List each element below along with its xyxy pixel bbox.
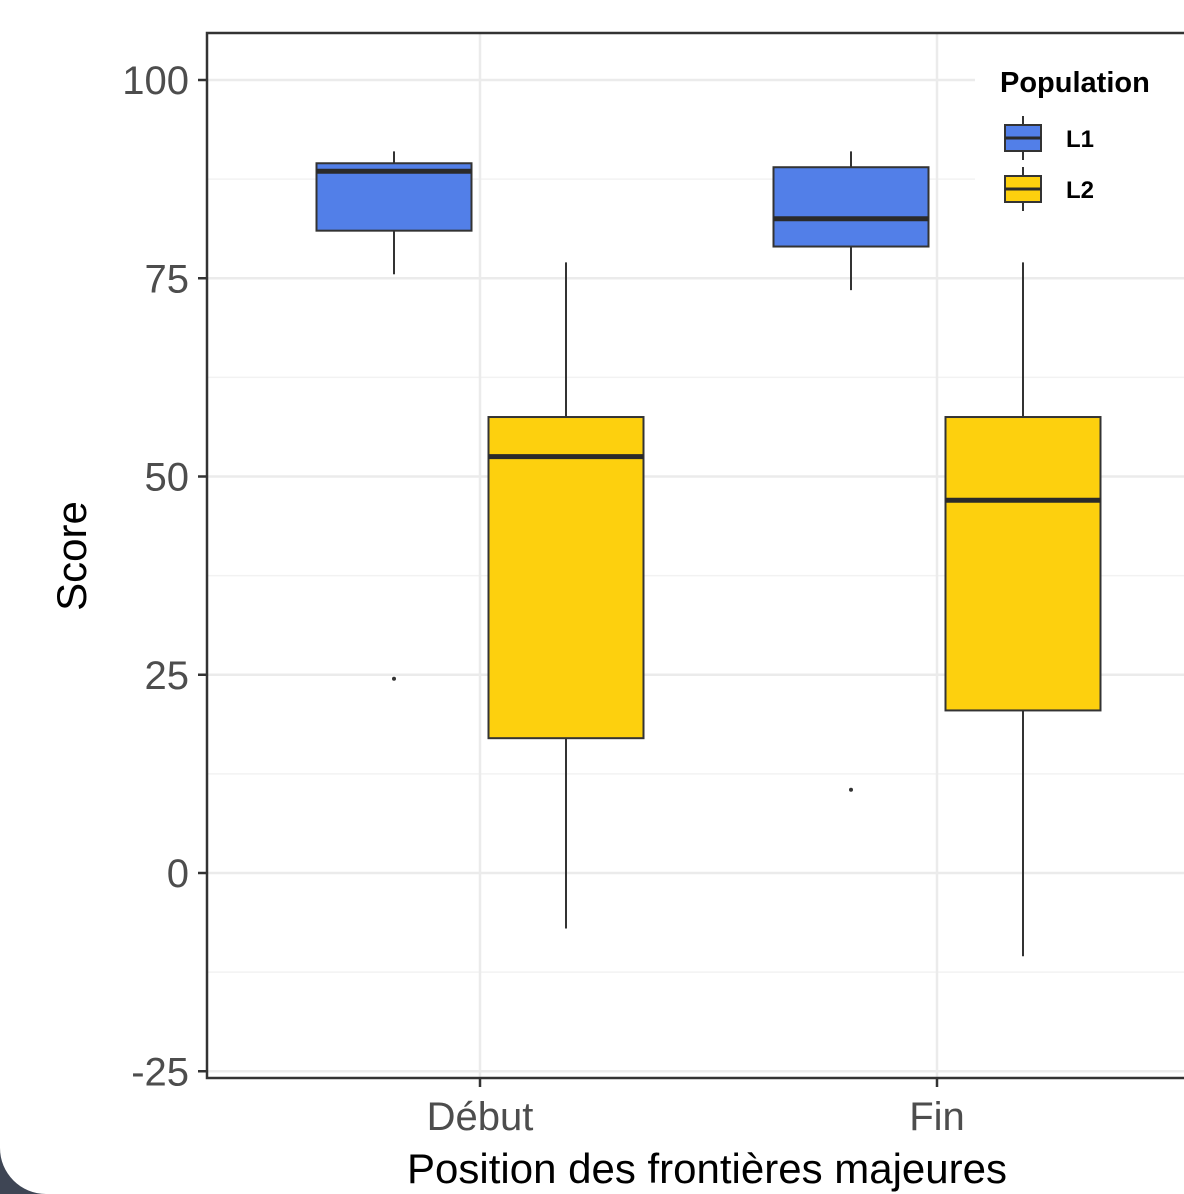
y-axis-title: Score (48, 501, 95, 611)
outlier-point (849, 787, 853, 792)
x-tick-label: Fin (909, 1095, 965, 1139)
box-series (315, 151, 1102, 957)
y-tick-label: 25 (145, 654, 190, 698)
legend: Population L1 L2 (975, 55, 1184, 225)
x-tick-label: Début (427, 1095, 534, 1139)
y-tick-label: 75 (145, 257, 190, 301)
legend-title: Population (1000, 67, 1150, 99)
box-body (772, 166, 930, 248)
legend-label: L1 (1066, 126, 1094, 153)
y-tick-label: 50 (145, 456, 190, 500)
x-axis: Début Fin (427, 1078, 965, 1139)
y-tick-label: 0 (167, 852, 189, 896)
box-L2-Début (487, 262, 645, 929)
legend-item-L1: L1 (1004, 116, 1094, 160)
y-tick-label: -25 (131, 1050, 189, 1094)
outlier-point (392, 676, 396, 681)
box-body (944, 416, 1102, 712)
box-body (487, 416, 645, 740)
box-L1-Début (315, 151, 473, 681)
legend-item-L2: L2 (1004, 167, 1094, 211)
y-axis: -25 0 25 50 75 100 (122, 59, 207, 1094)
panel-border (205, 31, 1184, 1080)
legend-label: L2 (1066, 177, 1094, 204)
box-L2-Fin (944, 262, 1102, 957)
box-L1-Fin (772, 151, 930, 792)
box-body (315, 162, 473, 232)
y-tick-label: 100 (122, 59, 189, 103)
x-axis-title: Position des frontières majeures (407, 1145, 1007, 1192)
